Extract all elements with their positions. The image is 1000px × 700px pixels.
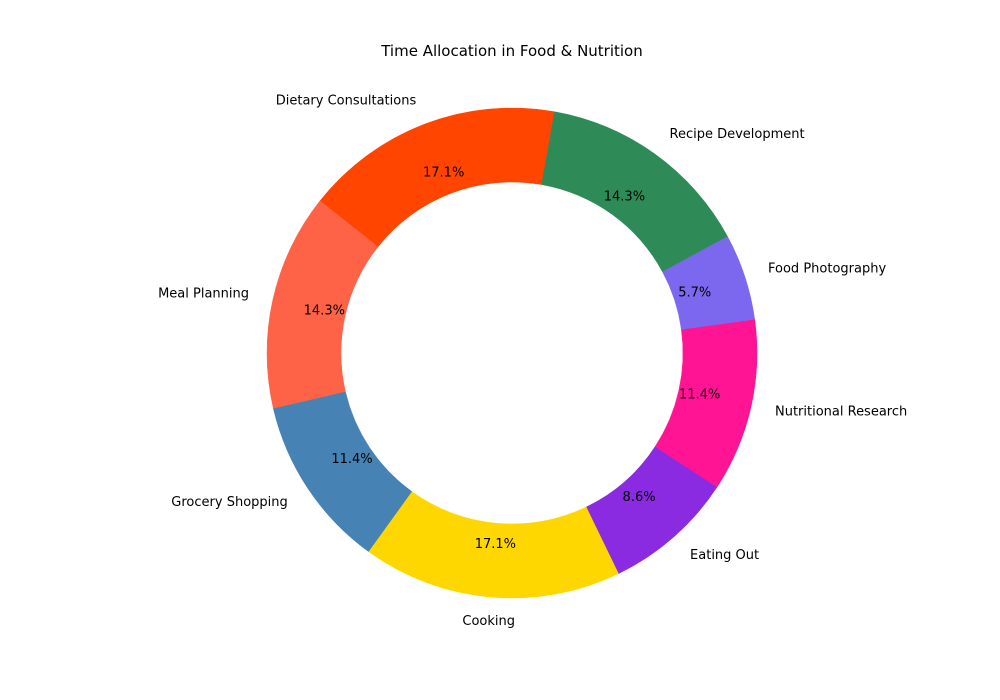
percent-label-cooking: 17.1% — [475, 537, 516, 552]
category-label-meal-planning: Meal Planning — [158, 287, 249, 302]
slice-recipe-development — [541, 111, 728, 272]
slice-dietary-consultations — [319, 107, 555, 248]
category-label-group: Dietary Consultations Meal Planning Grocer… — [158, 94, 907, 629]
category-label-food-photography: Food Photography — [768, 261, 886, 276]
category-label-recipe-development: Recipe Development — [670, 127, 805, 142]
category-label-grocery-shopping: Grocery Shopping — [171, 495, 287, 510]
category-label-dietary-consultations: Dietary Consultations — [276, 94, 417, 109]
percent-label-dietary-consultations: 17.1% — [423, 166, 464, 181]
slice-cooking — [368, 491, 620, 599]
percent-label-grocery-shopping: 11.4% — [331, 452, 372, 467]
percent-label-recipe-development: 14.3% — [604, 189, 645, 204]
percent-label-food-photography: 5.7% — [678, 285, 711, 300]
percent-label-group: 17.1% 14.3% 11.4% 17.1% 8.6% 11.4% 5.7% 14.3% — [304, 166, 721, 552]
percent-label-nutritional-research: 11.4% — [679, 387, 720, 402]
category-label-nutritional-research: Nutritional Research — [775, 404, 907, 419]
slice-group — [266, 107, 758, 599]
category-label-eating-out: Eating Out — [690, 548, 759, 563]
percent-label-eating-out: 8.6% — [623, 490, 656, 505]
category-label-cooking: Cooking — [462, 614, 515, 629]
percent-label-meal-planning: 14.3% — [304, 304, 345, 319]
chart-title: Time Allocation in Food & Nutrition — [380, 42, 643, 60]
